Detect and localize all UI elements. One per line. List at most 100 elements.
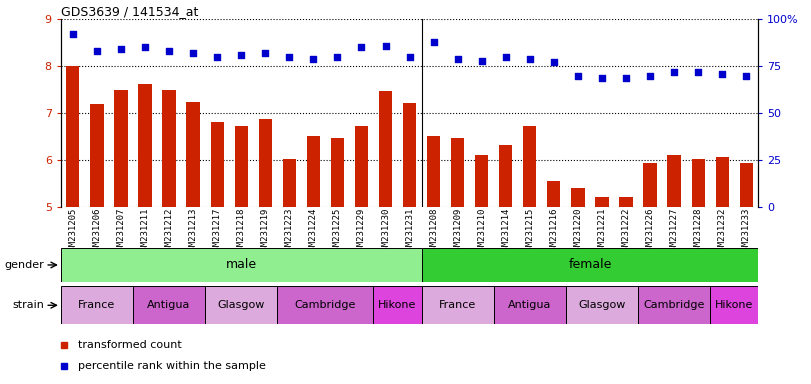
Bar: [692, 159, 705, 207]
Bar: [139, 84, 152, 207]
Bar: [523, 126, 536, 207]
Text: Antigua: Antigua: [508, 300, 551, 310]
Text: Cambridge: Cambridge: [294, 300, 356, 310]
Text: GSM231228: GSM231228: [693, 207, 702, 256]
Text: GSM231214: GSM231214: [501, 207, 510, 256]
Point: [644, 73, 657, 79]
Text: GSM231221: GSM231221: [598, 207, 607, 256]
Point: [114, 46, 127, 52]
Text: Glasgow: Glasgow: [578, 300, 625, 310]
Text: GSM231229: GSM231229: [357, 207, 366, 256]
Bar: [331, 138, 344, 207]
Bar: [162, 90, 176, 207]
Bar: [211, 122, 224, 207]
Text: GSM231232: GSM231232: [718, 207, 727, 256]
Text: GSM231225: GSM231225: [333, 207, 342, 256]
Text: GSM231217: GSM231217: [212, 207, 221, 256]
Bar: [499, 145, 513, 207]
Text: GSM231213: GSM231213: [189, 207, 198, 256]
Text: GSM231231: GSM231231: [405, 207, 414, 256]
Text: GSM231212: GSM231212: [165, 207, 174, 256]
Text: GSM231230: GSM231230: [381, 207, 390, 256]
Bar: [422, 286, 494, 324]
Point: [67, 31, 79, 37]
Bar: [133, 286, 205, 324]
Point: [523, 56, 536, 62]
Bar: [277, 286, 374, 324]
Text: strain: strain: [12, 300, 44, 310]
Text: Hikone: Hikone: [379, 300, 417, 310]
Bar: [67, 66, 79, 207]
Text: GSM231207: GSM231207: [117, 207, 126, 256]
Text: GSM231219: GSM231219: [261, 207, 270, 256]
Bar: [547, 182, 560, 207]
Bar: [638, 286, 710, 324]
Point: [283, 54, 296, 60]
Text: GSM231206: GSM231206: [92, 207, 101, 256]
Point: [139, 44, 152, 50]
Bar: [61, 248, 422, 282]
Bar: [355, 126, 368, 207]
Bar: [451, 138, 464, 207]
Bar: [427, 136, 440, 207]
Text: Antigua: Antigua: [148, 300, 191, 310]
Text: GSM231220: GSM231220: [573, 207, 582, 256]
Text: GSM231210: GSM231210: [477, 207, 487, 256]
Text: GSM231223: GSM231223: [285, 207, 294, 256]
Point: [90, 48, 103, 54]
Text: GSM231209: GSM231209: [453, 207, 462, 256]
Bar: [715, 157, 729, 207]
Text: Hikone: Hikone: [715, 300, 753, 310]
Text: gender: gender: [4, 260, 44, 270]
Bar: [595, 197, 608, 207]
Bar: [403, 103, 416, 207]
Bar: [205, 286, 277, 324]
Bar: [667, 155, 680, 207]
Bar: [475, 155, 488, 207]
Point: [307, 56, 320, 62]
Point: [162, 48, 175, 54]
Point: [355, 44, 368, 50]
Text: percentile rank within the sample: percentile rank within the sample: [78, 361, 266, 371]
Bar: [114, 90, 127, 207]
Point: [667, 69, 680, 75]
Point: [187, 50, 200, 56]
Point: [234, 52, 247, 58]
Bar: [234, 126, 248, 207]
Text: France: France: [439, 300, 476, 310]
Text: GDS3639 / 141534_at: GDS3639 / 141534_at: [61, 5, 198, 18]
Point: [595, 74, 608, 81]
Point: [403, 54, 416, 60]
Point: [451, 56, 464, 62]
Point: [427, 39, 440, 45]
Point: [259, 50, 272, 56]
Point: [620, 74, 633, 81]
Point: [547, 60, 560, 66]
Text: GSM231222: GSM231222: [621, 207, 630, 256]
Text: Cambridge: Cambridge: [643, 300, 705, 310]
Point: [211, 54, 224, 60]
Bar: [283, 159, 296, 207]
Point: [500, 54, 513, 60]
Bar: [740, 163, 753, 207]
Bar: [620, 197, 633, 207]
Text: female: female: [569, 258, 611, 271]
Text: GSM231216: GSM231216: [549, 207, 558, 256]
Text: GSM231205: GSM231205: [68, 207, 77, 256]
Bar: [187, 101, 200, 207]
Text: GSM231224: GSM231224: [309, 207, 318, 256]
Text: transformed count: transformed count: [78, 339, 182, 350]
Bar: [643, 163, 657, 207]
Bar: [422, 248, 758, 282]
Point: [692, 69, 705, 75]
Text: Glasgow: Glasgow: [217, 300, 265, 310]
Bar: [61, 286, 133, 324]
Bar: [374, 286, 422, 324]
Bar: [90, 104, 104, 207]
Text: GSM231233: GSM231233: [742, 207, 751, 256]
Text: GSM231226: GSM231226: [646, 207, 654, 256]
Point: [716, 71, 729, 77]
Point: [331, 54, 344, 60]
Point: [740, 73, 753, 79]
Text: GSM231211: GSM231211: [140, 207, 149, 256]
